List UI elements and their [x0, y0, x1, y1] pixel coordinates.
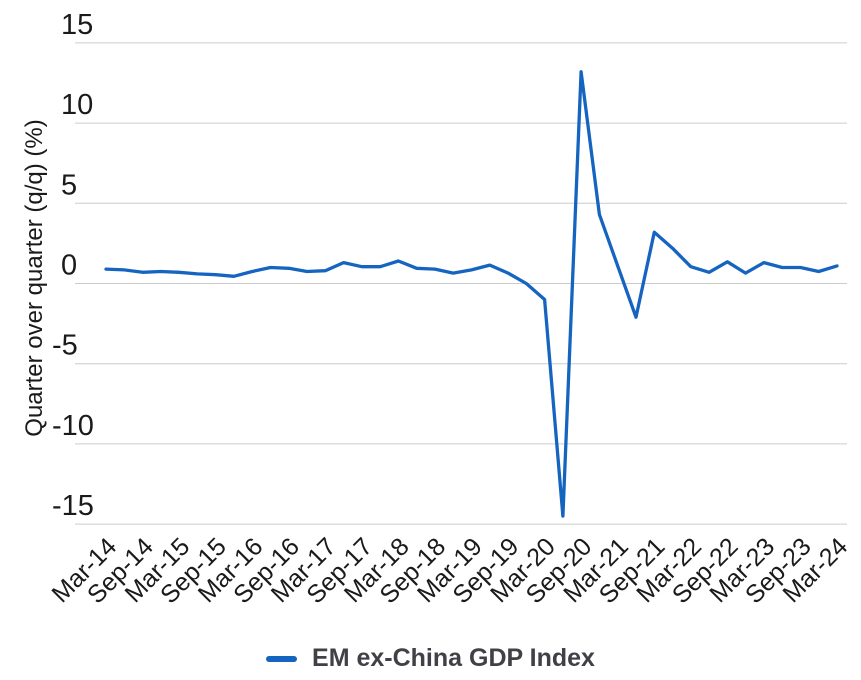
y-tick-label: 5 — [61, 169, 77, 201]
y-tick-label: -10 — [52, 410, 94, 442]
y-tick-label: 10 — [61, 89, 93, 121]
y-tick-label: 15 — [61, 9, 93, 41]
y-tick-label: -15 — [52, 490, 94, 522]
y-axis-title: Quarter over quarter (q/q) (%) — [21, 119, 48, 436]
y-tick-label: -5 — [52, 330, 78, 362]
legend: EM ex-China GDP Index — [0, 644, 861, 673]
y-tick-label: 0 — [61, 250, 77, 282]
legend-line-swatch — [266, 655, 298, 662]
legend-label: EM ex-China GDP Index — [312, 644, 595, 672]
gdp-line-chart: 151050-5-10-15Mar-14Sep-14Mar-15Sep-15Ma… — [21, 9, 853, 609]
series-line — [104, 70, 839, 518]
